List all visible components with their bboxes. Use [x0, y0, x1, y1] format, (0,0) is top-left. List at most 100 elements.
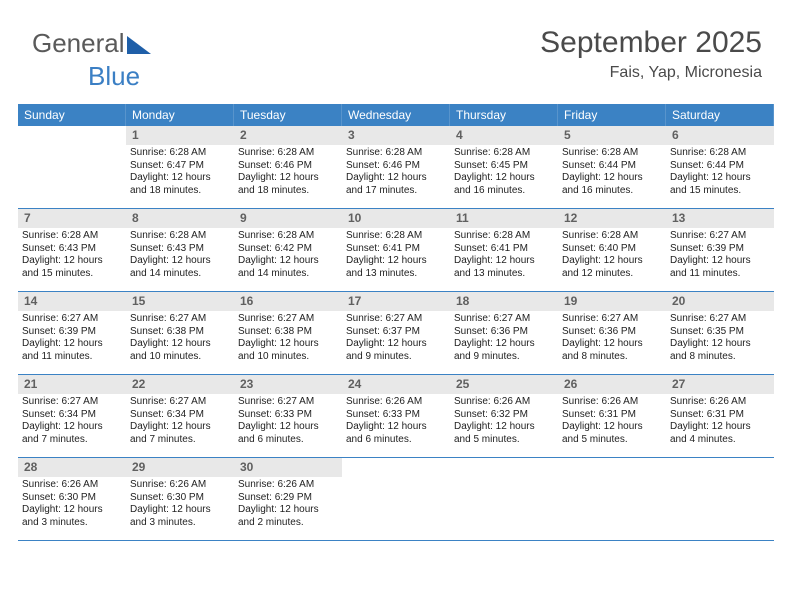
day-content: Sunrise: 6:26 AMSunset: 6:32 PMDaylight:… [450, 394, 558, 450]
weekday-header-tuesday: Tuesday [234, 104, 342, 126]
daylight-text: Daylight: 12 hours and 5 minutes. [562, 421, 662, 446]
sunrise-text: Sunrise: 6:27 AM [22, 396, 122, 409]
sunrise-text: Sunrise: 6:28 AM [346, 230, 446, 243]
day-number: 10 [342, 209, 450, 228]
day-cell-17: 17Sunrise: 6:27 AMSunset: 6:37 PMDayligh… [342, 292, 450, 374]
empty-day-cell [666, 458, 774, 540]
weekday-header-sunday: Sunday [18, 104, 126, 126]
sunrise-text: Sunrise: 6:28 AM [130, 230, 230, 243]
day-number: 23 [234, 375, 342, 394]
day-cell-8: 8Sunrise: 6:28 AMSunset: 6:43 PMDaylight… [126, 209, 234, 291]
sunset-text: Sunset: 6:42 PM [238, 243, 338, 256]
week-row: 28Sunrise: 6:26 AMSunset: 6:30 PMDayligh… [18, 458, 774, 541]
header-right: September 2025 Fais, Yap, Micronesia [540, 26, 762, 82]
day-content: Sunrise: 6:26 AMSunset: 6:29 PMDaylight:… [234, 477, 342, 533]
day-cell-3: 3Sunrise: 6:28 AMSunset: 6:46 PMDaylight… [342, 126, 450, 208]
day-cell-23: 23 Sunrise: 6:27 AMSunset: 6:33 PMDayligh… [234, 375, 342, 457]
day-content: Sunrise: 6:28 AMSunset: 6:41 PMDaylight:… [342, 228, 450, 284]
day-content: Sunrise: 6:28 AMSunset: 6:42 PMDaylight:… [234, 228, 342, 284]
daylight-text: Daylight: 12 hours and 15 minutes. [22, 255, 122, 280]
empty-day-cell [450, 458, 558, 540]
day-number: 16 [234, 292, 342, 311]
empty-day-cell [18, 126, 126, 208]
daylight-text: Daylight: 12 hours and 9 minutes. [346, 338, 446, 363]
daylight-text: Daylight: 12 hours and 16 minutes. [454, 172, 554, 197]
weekday-header-saturday: Saturday [666, 104, 774, 126]
sunset-text: Sunset: 6:31 PM [562, 409, 662, 422]
sunset-text: Sunset: 6:33 PM [238, 409, 338, 422]
day-content: Sunrise: 6:26 AMSunset: 6:31 PMDaylight:… [558, 394, 666, 450]
sunrise-text: Sunrise: 6:27 AM [238, 396, 338, 409]
sunrise-text: Sunrise: 6:28 AM [562, 230, 662, 243]
day-cell-2: 2Sunrise: 6:28 AMSunset: 6:46 PMDaylight… [234, 126, 342, 208]
day-cell-24: 24Sunrise: 6:26 AMSunset: 6:33 PMDayligh… [342, 375, 450, 457]
day-number: 22 [126, 375, 234, 394]
daylight-text: Daylight: 12 hours and 6 minutes. [346, 421, 446, 446]
sunset-text: Sunset: 6:45 PM [454, 160, 554, 173]
week-row: 7Sunrise: 6:28 AMSunset: 6:43 PMDaylight… [18, 209, 774, 292]
day-cell-22: 22Sunrise: 6:27 AMSunset: 6:34 PMDayligh… [126, 375, 234, 457]
day-number: 8 [126, 209, 234, 228]
day-content: Sunrise: 6:28 AMSunset: 6:43 PMDaylight:… [126, 228, 234, 284]
day-cell-13: 13Sunrise: 6:27 AMSunset: 6:39 PMDayligh… [666, 209, 774, 291]
day-cell-16: 16Sunrise: 6:27 AMSunset: 6:38 PMDayligh… [234, 292, 342, 374]
week-row: 14Sunrise: 6:27 AMSunset: 6:39 PMDayligh… [18, 292, 774, 375]
day-cell-25: 25Sunrise: 6:26 AMSunset: 6:32 PMDayligh… [450, 375, 558, 457]
sunset-text: Sunset: 6:34 PM [22, 409, 122, 422]
day-number: 6 [666, 126, 774, 145]
day-number: 9 [234, 209, 342, 228]
daylight-text: Daylight: 12 hours and 16 minutes. [562, 172, 662, 197]
day-cell-19: 19Sunrise: 6:27 AMSunset: 6:36 PMDayligh… [558, 292, 666, 374]
daylight-text: Daylight: 12 hours and 14 minutes. [238, 255, 338, 280]
day-number: 1 [126, 126, 234, 145]
day-cell-30: 30Sunrise: 6:26 AMSunset: 6:29 PMDayligh… [234, 458, 342, 540]
sunset-text: Sunset: 6:47 PM [130, 160, 230, 173]
day-number: 24 [342, 375, 450, 394]
daylight-text: Daylight: 12 hours and 17 minutes. [346, 172, 446, 197]
sunset-text: Sunset: 6:31 PM [670, 409, 770, 422]
daylight-text: Daylight: 12 hours and 2 minutes. [238, 504, 338, 529]
sunrise-text: Sunrise: 6:28 AM [130, 147, 230, 160]
day-number: 29 [126, 458, 234, 477]
sunset-text: Sunset: 6:46 PM [346, 160, 446, 173]
day-cell-27: 27Sunrise: 6:26 AMSunset: 6:31 PMDayligh… [666, 375, 774, 457]
daylight-text: Daylight: 12 hours and 15 minutes. [670, 172, 770, 197]
day-content: Sunrise: 6:28 AMSunset: 6:46 PMDaylight:… [234, 145, 342, 201]
week-row: 21Sunrise: 6:27 AMSunset: 6:34 PMDayligh… [18, 375, 774, 458]
logo-triangle-icon [127, 30, 151, 61]
sunset-text: Sunset: 6:38 PM [130, 326, 230, 339]
day-content: Sunrise: 6:27 AMSunset: 6:38 PMDaylight:… [126, 311, 234, 367]
daylight-text: Daylight: 12 hours and 6 minutes. [238, 421, 338, 446]
sunset-text: Sunset: 6:36 PM [454, 326, 554, 339]
sunrise-text: Sunrise: 6:28 AM [238, 230, 338, 243]
day-content: Sunrise: 6:27 AMSunset: 6:34 PMDaylight:… [18, 394, 126, 450]
day-cell-12: 12Sunrise: 6:28 AMSunset: 6:40 PMDayligh… [558, 209, 666, 291]
daylight-text: Daylight: 12 hours and 11 minutes. [670, 255, 770, 280]
day-cell-7: 7Sunrise: 6:28 AMSunset: 6:43 PMDaylight… [18, 209, 126, 291]
day-number: 14 [18, 292, 126, 311]
day-content: Sunrise: 6:28 AMSunset: 6:45 PMDaylight:… [450, 145, 558, 201]
sunset-text: Sunset: 6:39 PM [22, 326, 122, 339]
day-number: 5 [558, 126, 666, 145]
sunrise-text: Sunrise: 6:27 AM [22, 313, 122, 326]
calendar: SundayMondayTuesdayWednesdayThursdayFrid… [18, 104, 774, 541]
day-content: Sunrise: 6:28 AMSunset: 6:47 PMDaylight:… [126, 145, 234, 201]
day-cell-10: 10Sunrise: 6:28 AMSunset: 6:41 PMDayligh… [342, 209, 450, 291]
day-content: Sunrise: 6:28 AMSunset: 6:44 PMDaylight:… [558, 145, 666, 201]
sunset-text: Sunset: 6:39 PM [670, 243, 770, 256]
sunrise-text: Sunrise: 6:27 AM [346, 313, 446, 326]
day-cell-6: 6Sunrise: 6:28 AMSunset: 6:44 PMDaylight… [666, 126, 774, 208]
day-number: 21 [18, 375, 126, 394]
day-content: Sunrise: 6:27 AMSunset: 6:39 PMDaylight:… [666, 228, 774, 284]
day-number: 12 [558, 209, 666, 228]
sunrise-text: Sunrise: 6:27 AM [562, 313, 662, 326]
logo-text-general: General [32, 28, 125, 58]
day-number: 30 [234, 458, 342, 477]
day-content: Sunrise: 6:27 AMSunset: 6:39 PMDaylight:… [18, 311, 126, 367]
day-number: 28 [18, 458, 126, 477]
sunrise-text: Sunrise: 6:28 AM [454, 147, 554, 160]
daylight-text: Daylight: 12 hours and 10 minutes. [130, 338, 230, 363]
day-cell-21: 21Sunrise: 6:27 AMSunset: 6:34 PMDayligh… [18, 375, 126, 457]
sunset-text: Sunset: 6:38 PM [238, 326, 338, 339]
daylight-text: Daylight: 12 hours and 9 minutes. [454, 338, 554, 363]
